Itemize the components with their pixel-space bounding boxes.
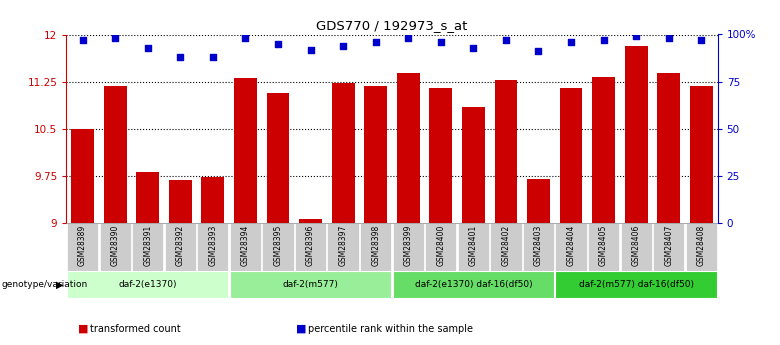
- Bar: [425, 223, 456, 271]
- Bar: [592, 77, 615, 223]
- Bar: [67, 223, 98, 271]
- Bar: [527, 179, 550, 223]
- Bar: [392, 223, 424, 271]
- Text: GSM28400: GSM28400: [436, 225, 445, 266]
- Point: [565, 39, 577, 45]
- Point: [174, 54, 186, 60]
- Bar: [621, 223, 652, 271]
- Point: [109, 36, 122, 41]
- Point: [695, 37, 707, 43]
- Bar: [462, 107, 484, 223]
- Bar: [295, 223, 326, 271]
- Text: GSM28401: GSM28401: [469, 225, 478, 266]
- Point: [532, 49, 544, 54]
- Bar: [495, 80, 517, 223]
- Text: GSM28399: GSM28399: [404, 225, 413, 266]
- Bar: [230, 271, 392, 298]
- Text: GSM28392: GSM28392: [176, 225, 185, 266]
- Bar: [132, 223, 163, 271]
- Bar: [686, 223, 717, 271]
- Point: [630, 33, 643, 39]
- Text: GSM28391: GSM28391: [144, 225, 152, 266]
- Bar: [300, 219, 322, 223]
- Bar: [658, 73, 680, 223]
- Bar: [234, 78, 257, 223]
- Text: daf-2(e1370) daf-16(df50): daf-2(e1370) daf-16(df50): [414, 280, 532, 289]
- Bar: [625, 46, 647, 223]
- Point: [337, 43, 349, 49]
- Bar: [560, 88, 583, 223]
- Bar: [458, 223, 489, 271]
- Bar: [653, 223, 684, 271]
- Point: [207, 54, 219, 60]
- Text: GSM28406: GSM28406: [632, 225, 640, 266]
- Text: daf-2(e1370): daf-2(e1370): [119, 280, 177, 289]
- Bar: [332, 83, 354, 223]
- Bar: [136, 172, 159, 223]
- Text: transformed count: transformed count: [90, 324, 180, 334]
- Bar: [165, 223, 196, 271]
- Text: daf-2(m577) daf-16(df50): daf-2(m577) daf-16(df50): [579, 280, 693, 289]
- Point: [239, 36, 252, 41]
- Bar: [71, 129, 94, 223]
- Text: GSM28404: GSM28404: [566, 225, 576, 266]
- Text: GSM28394: GSM28394: [241, 225, 250, 266]
- Bar: [328, 223, 359, 271]
- Bar: [267, 93, 289, 223]
- Bar: [262, 223, 293, 271]
- Text: GSM28389: GSM28389: [78, 225, 87, 266]
- Bar: [104, 86, 126, 223]
- Bar: [360, 223, 392, 271]
- Text: GSM28405: GSM28405: [599, 225, 608, 266]
- Bar: [197, 223, 229, 271]
- Bar: [523, 223, 554, 271]
- Text: percentile rank within the sample: percentile rank within the sample: [308, 324, 473, 334]
- Text: GSM28402: GSM28402: [502, 225, 510, 266]
- Bar: [230, 223, 261, 271]
- Bar: [588, 223, 619, 271]
- Bar: [690, 86, 713, 223]
- Bar: [201, 177, 224, 223]
- Bar: [397, 73, 420, 223]
- Text: GSM28390: GSM28390: [111, 225, 119, 266]
- Bar: [364, 86, 387, 223]
- Point: [402, 36, 414, 41]
- Bar: [392, 271, 554, 298]
- Text: ■: ■: [78, 324, 88, 334]
- Point: [500, 37, 512, 43]
- Text: GSM28397: GSM28397: [339, 225, 348, 266]
- Text: ▶: ▶: [55, 280, 63, 289]
- Text: GSM28396: GSM28396: [306, 225, 315, 266]
- Bar: [169, 180, 192, 223]
- Point: [271, 41, 284, 47]
- Text: genotype/variation: genotype/variation: [2, 280, 88, 289]
- Text: daf-2(m577): daf-2(m577): [282, 280, 339, 289]
- Bar: [555, 223, 587, 271]
- Point: [597, 37, 610, 43]
- Point: [662, 36, 675, 41]
- Text: GSM28395: GSM28395: [274, 225, 282, 266]
- Bar: [555, 271, 717, 298]
- Bar: [430, 88, 452, 223]
- Point: [370, 39, 382, 45]
- Point: [434, 39, 447, 45]
- Text: GSM28398: GSM28398: [371, 225, 380, 266]
- Bar: [100, 223, 131, 271]
- Text: GSM28408: GSM28408: [697, 225, 706, 266]
- Point: [76, 37, 89, 43]
- Text: GSM28407: GSM28407: [665, 225, 673, 266]
- Text: ■: ■: [296, 324, 307, 334]
- Point: [304, 47, 317, 52]
- Bar: [491, 223, 522, 271]
- Point: [467, 45, 480, 50]
- Point: [141, 45, 154, 50]
- Text: GSM28393: GSM28393: [208, 225, 218, 266]
- Title: GDS770 / 192973_s_at: GDS770 / 192973_s_at: [316, 19, 468, 32]
- Bar: [67, 271, 229, 298]
- Text: GSM28403: GSM28403: [534, 225, 543, 266]
